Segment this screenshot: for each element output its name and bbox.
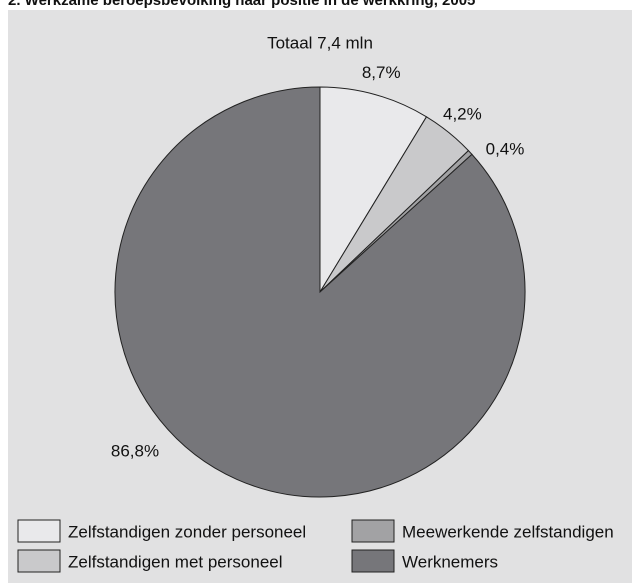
chart-subtitle: Totaal 7,4 mln <box>267 33 373 52</box>
legend-swatch <box>351 549 395 573</box>
legend-swatch <box>351 519 395 543</box>
legend-label: Werknemers <box>402 552 498 571</box>
legend-swatch <box>17 519 61 543</box>
legend-label: Zelfstandigen zonder personeel <box>68 522 306 541</box>
legend-swatch <box>17 549 61 573</box>
pie-slice <box>319 86 428 294</box>
pie-slice <box>114 86 526 498</box>
data-label: 8,7% <box>362 63 401 82</box>
data-label: 0,4% <box>486 139 525 158</box>
data-label: 86,8% <box>111 441 159 460</box>
legend-label: Meewerkende zelfstandigen <box>402 522 614 541</box>
chart-title: 2. Werkzame beroepsbevolking naar positi… <box>8 0 475 9</box>
data-label: 4,2% <box>443 105 482 124</box>
legend-label: Zelfstandigen met personeel <box>68 552 283 571</box>
